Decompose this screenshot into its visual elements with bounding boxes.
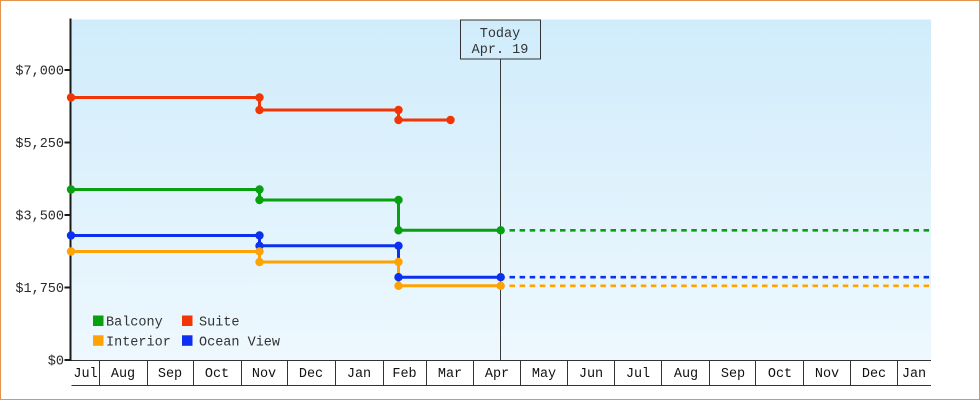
svg-text:Nov: Nov bbox=[252, 367, 276, 382]
svg-text:$5,250: $5,250 bbox=[15, 137, 64, 152]
svg-text:$1,750: $1,750 bbox=[15, 282, 64, 297]
svg-text:Balcony: Balcony bbox=[106, 316, 163, 331]
svg-text:Apr: Apr bbox=[485, 367, 509, 382]
svg-text:Mar: Mar bbox=[438, 367, 462, 382]
svg-text:Dec: Dec bbox=[862, 367, 886, 382]
svg-text:Sep: Sep bbox=[158, 367, 182, 382]
svg-text:Jul: Jul bbox=[73, 367, 97, 382]
svg-text:Dec: Dec bbox=[299, 367, 323, 382]
svg-text:Nov: Nov bbox=[815, 367, 839, 382]
svg-text:Apr. 19: Apr. 19 bbox=[472, 43, 529, 58]
svg-text:$3,500: $3,500 bbox=[15, 210, 64, 225]
svg-text:May: May bbox=[532, 367, 556, 382]
svg-text:Jul: Jul bbox=[626, 367, 650, 382]
svg-text:Jan: Jan bbox=[902, 367, 926, 382]
svg-text:Oct: Oct bbox=[205, 367, 229, 382]
svg-text:Ocean View: Ocean View bbox=[199, 335, 280, 350]
svg-text:Aug: Aug bbox=[111, 367, 135, 382]
svg-text:Interior: Interior bbox=[106, 335, 171, 350]
svg-text:Aug: Aug bbox=[674, 367, 698, 382]
svg-text:$0: $0 bbox=[48, 355, 64, 370]
svg-text:Oct: Oct bbox=[768, 367, 792, 382]
svg-text:Jan: Jan bbox=[347, 367, 371, 382]
svg-text:Suite: Suite bbox=[199, 316, 240, 331]
svg-text:Today: Today bbox=[480, 27, 521, 42]
svg-text:Jun: Jun bbox=[579, 367, 603, 382]
svg-text:Sep: Sep bbox=[721, 367, 745, 382]
svg-text:$7,000: $7,000 bbox=[15, 65, 64, 80]
svg-text:Feb: Feb bbox=[392, 367, 416, 382]
